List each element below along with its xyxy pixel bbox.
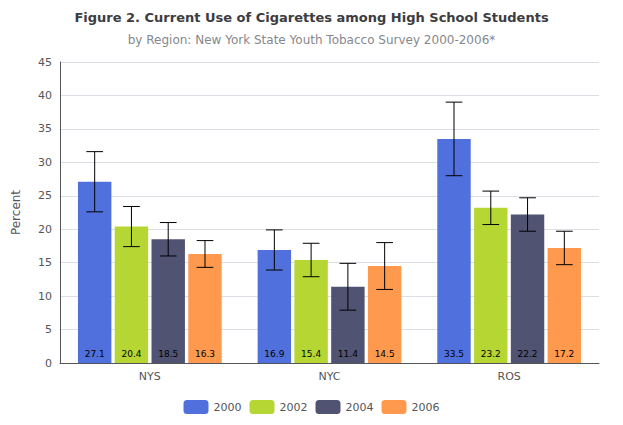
svg-text:27.1: 27.1 (85, 349, 105, 359)
svg-text:2002: 2002 (280, 401, 308, 414)
svg-text:16.3: 16.3 (195, 349, 215, 359)
svg-text:18.5: 18.5 (158, 349, 178, 359)
svg-text:20: 20 (38, 223, 52, 236)
svg-text:2004: 2004 (346, 401, 374, 414)
svg-text:Percent: Percent (9, 190, 23, 235)
svg-text:2006: 2006 (411, 401, 439, 414)
svg-text:20.4: 20.4 (121, 349, 141, 359)
svg-text:15.4: 15.4 (301, 349, 321, 359)
svg-text:30: 30 (38, 156, 52, 169)
svg-text:40: 40 (38, 89, 52, 102)
svg-text:25: 25 (38, 189, 52, 202)
svg-text:NYS: NYS (139, 370, 161, 383)
svg-text:0: 0 (45, 357, 52, 370)
svg-text:10: 10 (38, 290, 52, 303)
svg-text:22.2: 22.2 (518, 349, 538, 359)
svg-text:by Region: New York State Yout: by Region: New York State Youth Tobacco … (128, 33, 496, 47)
svg-text:33.5: 33.5 (444, 349, 464, 359)
svg-text:Figure 2. Current Use of Cigar: Figure 2. Current Use of Cigarettes amon… (74, 10, 549, 25)
svg-text:35: 35 (38, 122, 52, 135)
svg-text:NYC: NYC (318, 370, 340, 383)
svg-text:5: 5 (45, 323, 52, 336)
svg-text:45: 45 (38, 56, 52, 69)
svg-text:16.9: 16.9 (264, 349, 284, 359)
svg-text:15: 15 (38, 256, 52, 269)
svg-text:2000: 2000 (214, 401, 242, 414)
svg-text:ROS: ROS (498, 370, 521, 383)
svg-text:11.4: 11.4 (338, 349, 358, 359)
svg-text:23.2: 23.2 (481, 349, 501, 359)
svg-text:14.5: 14.5 (375, 349, 395, 359)
svg-text:17.2: 17.2 (554, 349, 574, 359)
